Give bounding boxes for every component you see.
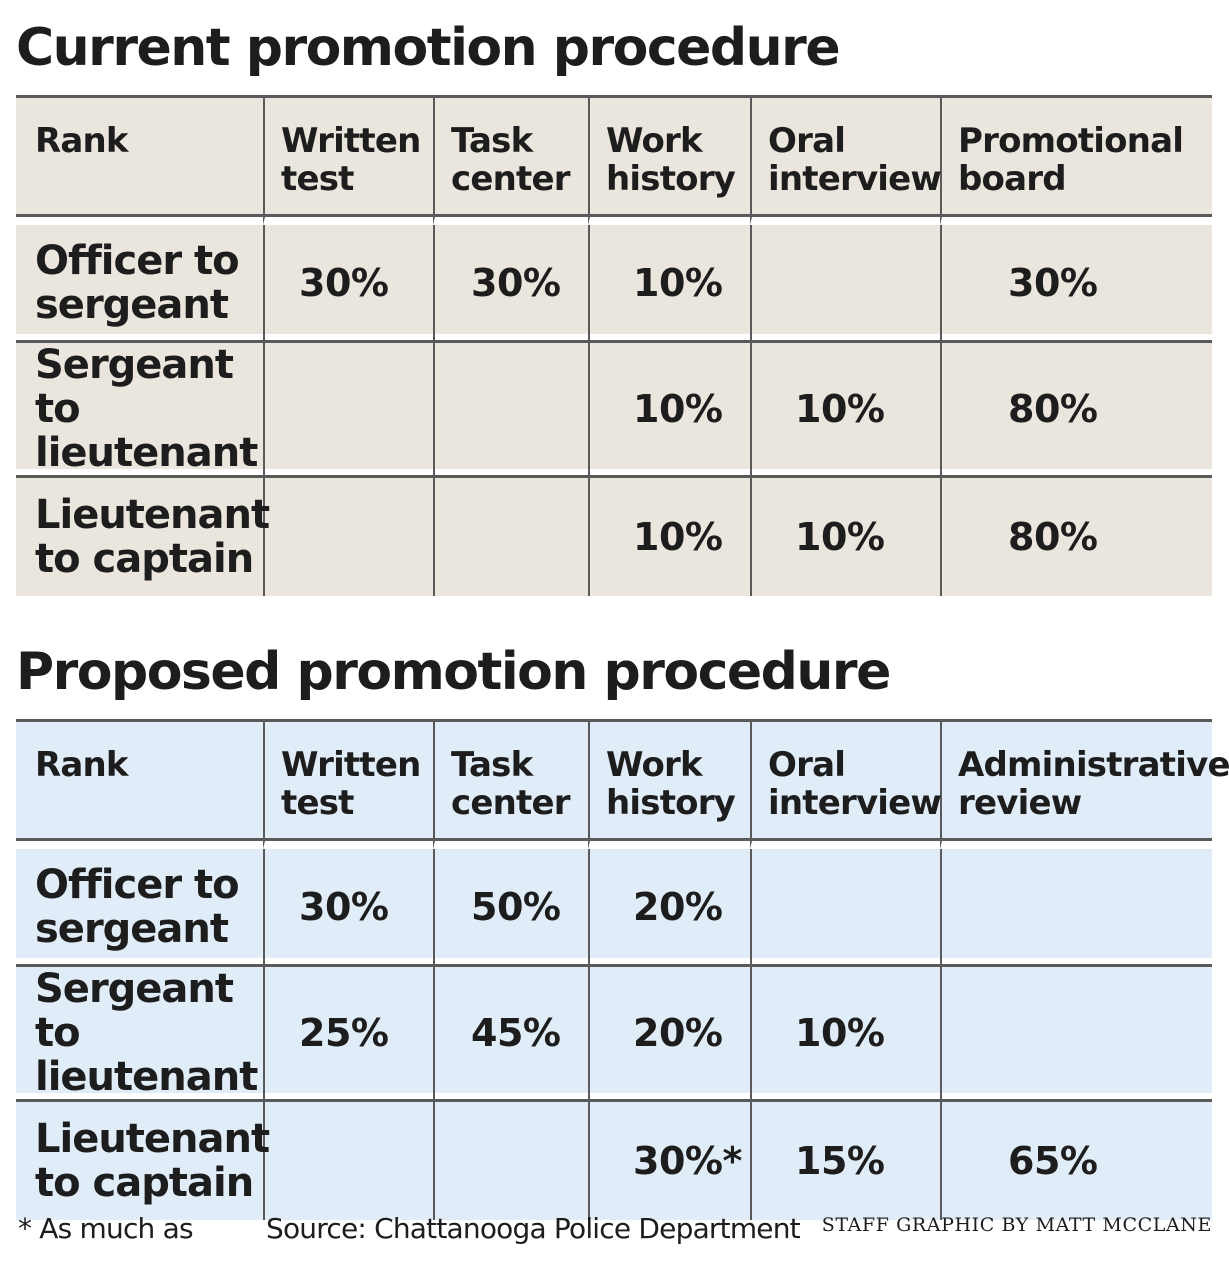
task-center-value [433,478,588,596]
task-center-value: 50% [433,849,588,967]
proposed-procedure-table: Rank Written test Task center Work histo… [16,719,1229,1220]
oral-interview-value [750,849,940,967]
task-center-value: 45% [433,967,588,1102]
table-row: Sergeant to lieutenant 25% 45% 20% 10% [16,967,1212,1102]
rank-cell: Officer to sergeant [16,849,263,967]
written-test-value: 30% [263,849,433,967]
footnote: * As much as [18,1212,194,1245]
promotional-board-value: 30% [940,225,1212,343]
proposed-procedure-title: Proposed promotion procedure [16,642,891,702]
staff-credit: STAFF GRAPHIC BY MATT MCCLANE [821,1214,1212,1236]
column-header-written-test: Written test [263,95,433,225]
source-note: Source: Chattanooga Police Department [266,1212,801,1245]
table-row: Sergeant to lieutenant 10% 10% 80% [16,343,1212,478]
rank-cell: Lieutenant to captain [16,478,270,596]
work-history-value: 10% [588,225,750,343]
oral-interview-value: 15% [750,1102,940,1220]
oral-interview-value: 10% [750,343,940,478]
written-test-value: 30% [263,225,433,343]
administrative-review-value [940,849,1212,967]
task-center-value [433,343,588,478]
rank-cell: Sergeant to lieutenant [16,343,263,478]
written-test-value [263,478,433,596]
column-header-oral-interview: Oral interview [750,719,942,849]
oral-interview-value: 10% [750,967,940,1102]
rank-cell: Sergeant to lieutenant [16,967,263,1102]
column-header-administrative-review: Administrative review [940,719,1229,849]
column-header-oral-interview: Oral interview [750,95,942,225]
promotional-board-value: 80% [940,343,1212,478]
task-center-value [433,1102,588,1220]
administrative-review-value [940,967,1212,1102]
work-history-value: 30%* [588,1102,750,1220]
written-test-value [263,1102,433,1220]
work-history-value: 10% [588,478,750,596]
administrative-review-value: 65% [940,1102,1212,1220]
column-header-rank: Rank [16,719,263,849]
column-header-task-center: Task center [433,95,588,225]
column-header-rank: Rank [16,95,263,225]
rank-cell: Officer to sergeant [16,225,263,343]
promotional-board-value: 80% [940,478,1212,596]
written-test-value: 25% [263,967,433,1102]
oral-interview-value [750,225,940,343]
column-header-task-center: Task center [433,719,588,849]
task-center-value: 30% [433,225,588,343]
table-row: Officer to sergeant 30% 30% 10% 30% [16,225,1212,343]
current-procedure-title: Current promotion procedure [16,18,841,78]
written-test-value [263,343,433,478]
work-history-value: 10% [588,343,750,478]
column-header-written-test: Written test [263,719,433,849]
column-header-promotional-board: Promotional board [940,95,1212,225]
table-row: Lieutenant to captain 10% 10% 80% [16,478,1212,596]
oral-interview-value: 10% [750,478,940,596]
current-procedure-table: Rank Written test Task center Work histo… [16,95,1212,596]
work-history-value: 20% [588,849,750,967]
table-row: Lieutenant to captain 30%* 15% 65% [16,1102,1212,1220]
table-header-row: Rank Written test Task center Work histo… [16,719,1229,849]
table-header-row: Rank Written test Task center Work histo… [16,95,1212,225]
work-history-value: 20% [588,967,750,1102]
rank-cell: Lieutenant to captain [16,1102,270,1220]
table-row: Officer to sergeant 30% 50% 20% [16,849,1212,967]
column-header-work-history: Work history [588,719,750,849]
column-header-work-history: Work history [588,95,750,225]
